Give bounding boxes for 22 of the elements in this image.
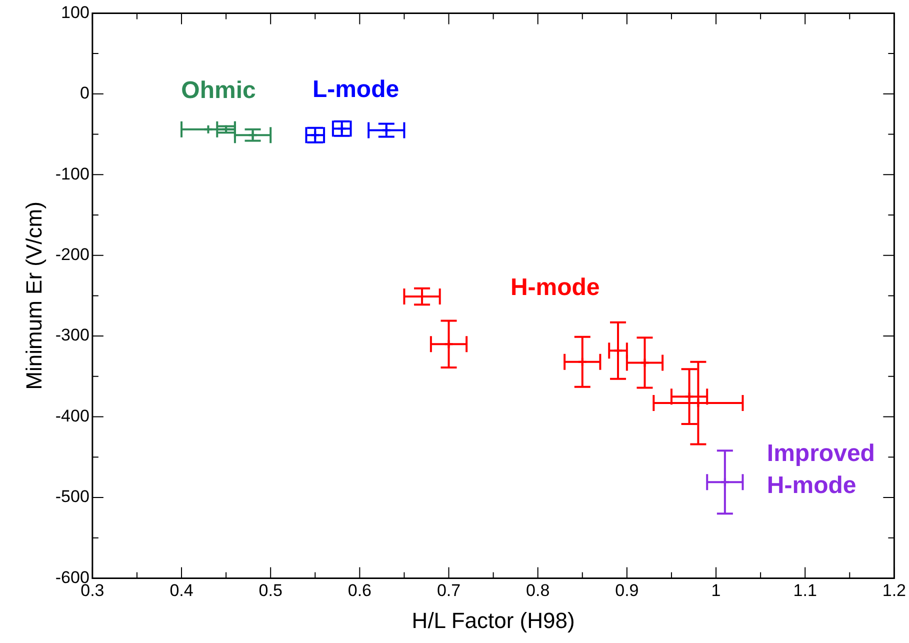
- y-axis-title: Minimum Er (V/cm): [21, 202, 46, 390]
- x-tick-label: 0.7: [436, 581, 461, 600]
- y-tick-label: 100: [61, 2, 90, 22]
- series-label: L-mode: [312, 76, 400, 104]
- series-label: Ohmic: [181, 77, 256, 104]
- x-tick-label: 0.8: [526, 581, 550, 600]
- series-label: Improved H-mode: [766, 440, 875, 499]
- x-tick-label: 0.9: [615, 581, 639, 600]
- x-tick-label: 0.4: [170, 581, 194, 600]
- x-tick-label: 0.6: [348, 581, 372, 600]
- x-axis-title: H/L Factor (H98): [412, 608, 575, 633]
- x-tick-label: 0.5: [258, 581, 282, 600]
- y-tick-label: -400: [55, 406, 90, 426]
- y-tick-label: -100: [55, 164, 90, 184]
- x-tick-label: 1: [711, 581, 721, 600]
- x-tick-label: 1.1: [793, 581, 817, 600]
- y-tick-label: -200: [55, 245, 90, 264]
- y-tick-label: -500: [55, 487, 90, 506]
- y-tick-label: -300: [55, 326, 90, 345]
- series-label: H-mode: [510, 274, 600, 302]
- x-tick-label: 1.2: [882, 581, 906, 600]
- y-tick-label: 0: [80, 84, 90, 103]
